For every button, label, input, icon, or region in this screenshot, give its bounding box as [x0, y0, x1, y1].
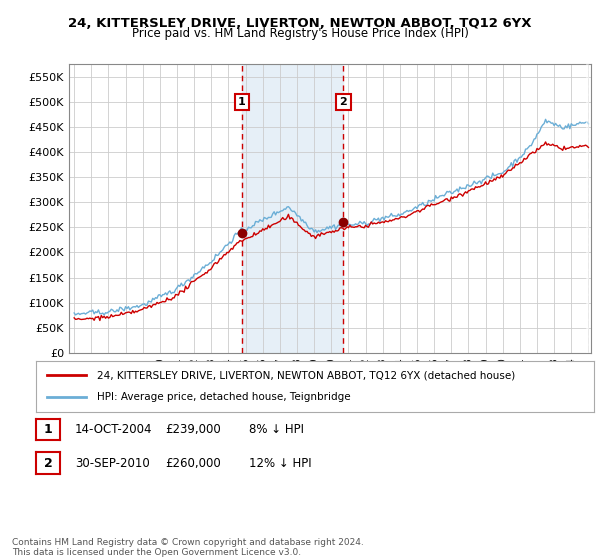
- Text: 1: 1: [44, 423, 52, 436]
- Text: 1: 1: [238, 97, 246, 107]
- Text: £260,000: £260,000: [165, 456, 221, 470]
- Text: 8% ↓ HPI: 8% ↓ HPI: [249, 423, 304, 436]
- Text: 14-OCT-2004: 14-OCT-2004: [75, 423, 152, 436]
- Text: Price paid vs. HM Land Registry's House Price Index (HPI): Price paid vs. HM Land Registry's House …: [131, 27, 469, 40]
- Text: 2: 2: [44, 456, 52, 470]
- Text: £239,000: £239,000: [165, 423, 221, 436]
- Text: 2: 2: [340, 97, 347, 107]
- Text: 24, KITTERSLEY DRIVE, LIVERTON, NEWTON ABBOT, TQ12 6YX: 24, KITTERSLEY DRIVE, LIVERTON, NEWTON A…: [68, 17, 532, 30]
- Text: 30-SEP-2010: 30-SEP-2010: [75, 456, 150, 470]
- Text: HPI: Average price, detached house, Teignbridge: HPI: Average price, detached house, Teig…: [97, 393, 351, 403]
- Text: Contains HM Land Registry data © Crown copyright and database right 2024.
This d: Contains HM Land Registry data © Crown c…: [12, 538, 364, 557]
- Bar: [586, 64, 589, 353]
- Text: 12% ↓ HPI: 12% ↓ HPI: [249, 456, 311, 470]
- Bar: [242, 64, 343, 353]
- Text: 24, KITTERSLEY DRIVE, LIVERTON, NEWTON ABBOT, TQ12 6YX (detached house): 24, KITTERSLEY DRIVE, LIVERTON, NEWTON A…: [97, 370, 515, 380]
